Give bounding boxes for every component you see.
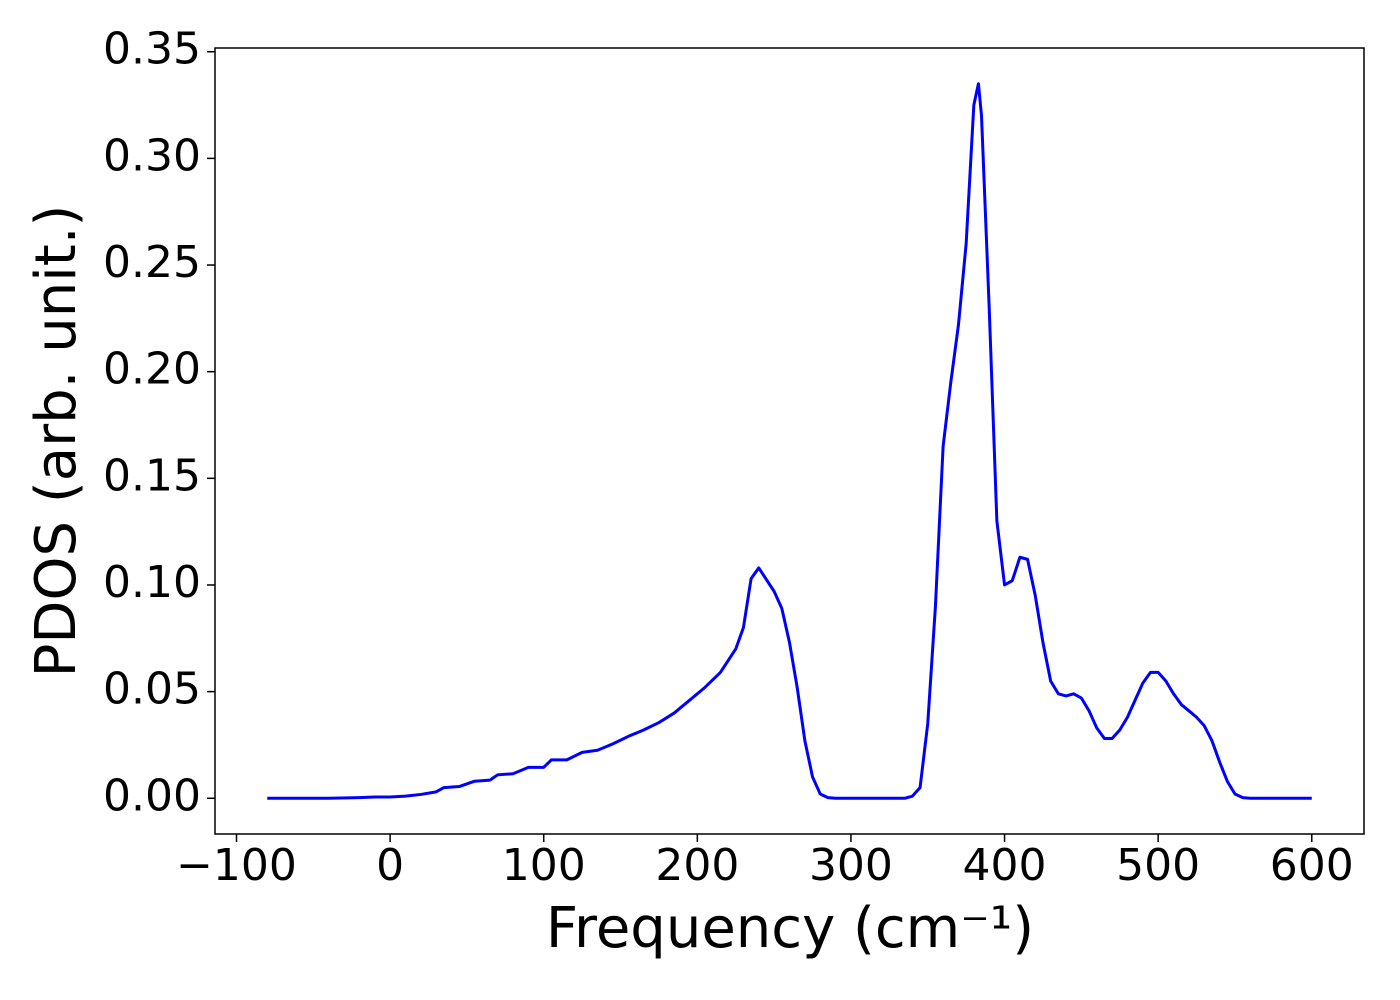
y-tick-label: 0.05 xyxy=(103,664,201,715)
x-tick-label: 400 xyxy=(963,840,1047,891)
data-line xyxy=(267,82,1312,800)
y-tick-label: 0.25 xyxy=(103,237,201,288)
y-tick-label: 0.30 xyxy=(103,130,201,181)
y-tick-label: 0.00 xyxy=(103,770,201,821)
x-tick-label: 0 xyxy=(376,840,404,891)
y-axis-label: PDOS (arb. unit.) xyxy=(24,205,89,678)
y-tick-label: 0.10 xyxy=(103,557,201,608)
y-tick-label: 0.20 xyxy=(103,344,201,395)
y-tick-label: 0.35 xyxy=(103,24,201,75)
x-tick-label: 500 xyxy=(1116,840,1200,891)
x-tick-label: 100 xyxy=(502,840,586,891)
x-tick-label: 200 xyxy=(655,840,739,891)
plot-frame xyxy=(214,47,1365,835)
x-tick-label: 600 xyxy=(1270,840,1354,891)
y-tick-label: 0.15 xyxy=(103,450,201,501)
x-axis-label: Frequency (cm⁻¹) xyxy=(546,896,1034,961)
x-tick-label: −100 xyxy=(176,840,297,891)
x-tick-label: 300 xyxy=(809,840,893,891)
